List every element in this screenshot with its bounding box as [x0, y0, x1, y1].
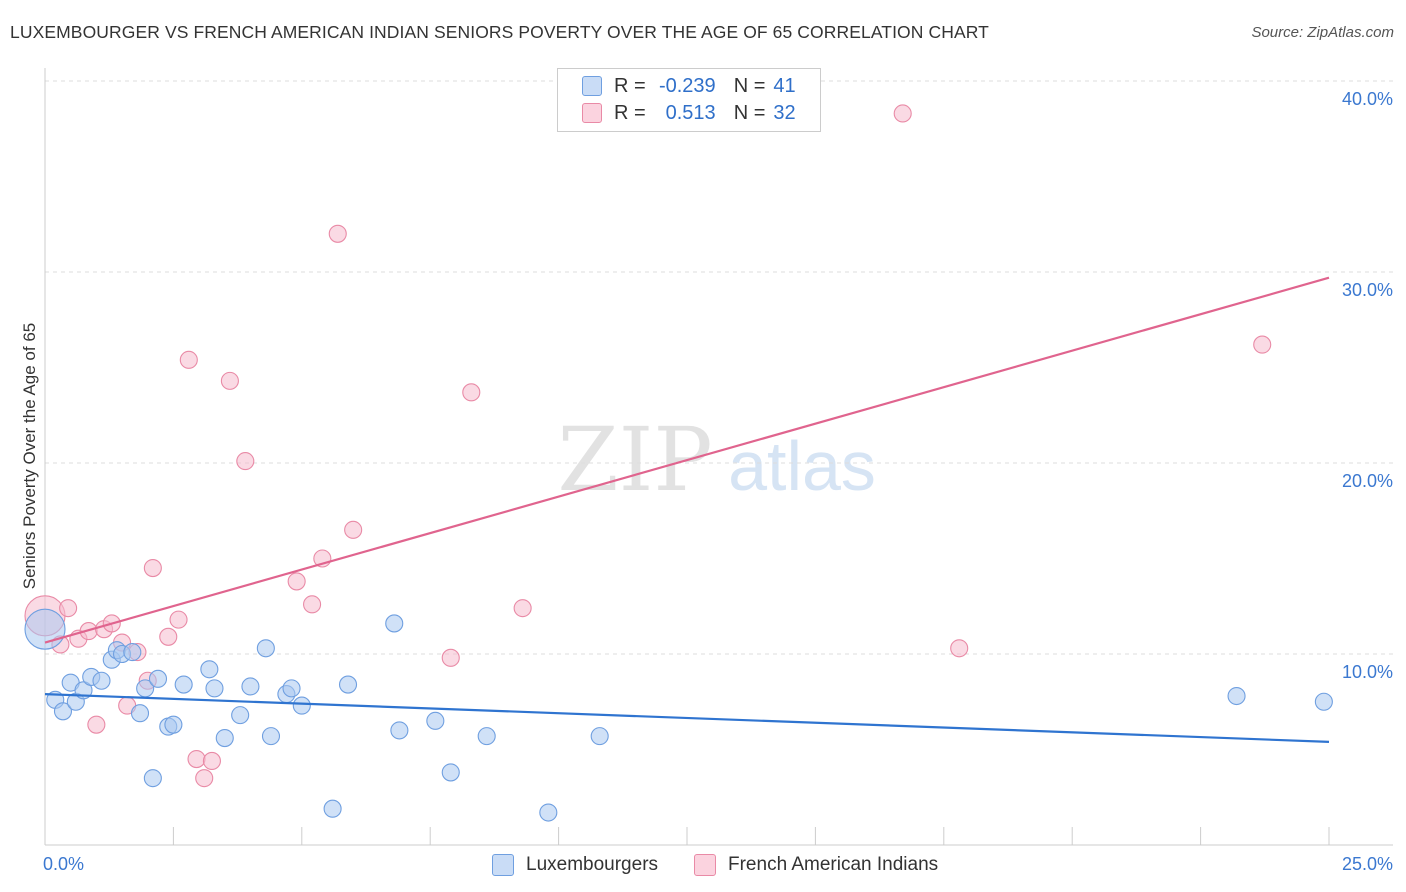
luxembourger-point [477, 727, 496, 746]
y-tick-label: 10.0% [1342, 662, 1393, 682]
y-axis-label: Seniors Poverty Over the Age of 65 [20, 322, 39, 590]
luxembourger-point [205, 679, 224, 698]
french-american-indian-point [195, 769, 214, 788]
french-american-indian-point [328, 224, 347, 243]
french-american-indian-point [202, 751, 221, 771]
french-american-indian-point [1253, 335, 1272, 354]
french-american-indian-point [220, 371, 239, 390]
legend-r-value: 0.513 [665, 101, 716, 124]
axes [44, 68, 1393, 846]
luxembourger-point [92, 671, 111, 690]
legend-swatch-blue [582, 76, 602, 96]
chart-title: LUXEMBOURGER VS FRENCH AMERICAN INDIAN S… [10, 22, 989, 42]
legend-swatch-pink [694, 854, 716, 876]
luxembourger-point [148, 669, 168, 688]
luxembourger-point [24, 608, 66, 650]
luxembourger-point [130, 704, 150, 723]
legend-r-label: R = [614, 101, 646, 124]
legend-item-french-american-indians: French American Indians [694, 852, 938, 878]
french-american-indian-point [893, 104, 912, 123]
luxembourger-point [256, 639, 275, 658]
x-tick-label: 25.0% [1342, 854, 1393, 874]
french-american-indians-trend-line [44, 276, 1330, 644]
luxembourgers-points [24, 608, 1333, 822]
french-american-indian-point [169, 610, 188, 629]
luxembourger-point [292, 696, 311, 715]
y-tick-label: 40.0% [1342, 89, 1393, 109]
luxembourger-point [200, 660, 219, 679]
luxembourger-point [323, 799, 342, 818]
french-american-indian-point [143, 558, 162, 578]
watermark-atlas: atlas [728, 427, 876, 505]
y-tick-label: 30.0% [1342, 280, 1393, 300]
legend-label-french-american-indians: French American Indians [728, 854, 939, 875]
source-label: Source: ZipAtlas.com [1251, 24, 1394, 41]
legend-r-value: -0.239 [658, 74, 716, 97]
luxembourger-point [164, 715, 183, 734]
luxembourger-point [53, 702, 73, 721]
french-american-indian-point [344, 520, 363, 539]
legend-r-label: R = [614, 74, 646, 97]
legend-row-luxembourgers: R = -0.239 N = 41 [582, 73, 796, 99]
luxembourger-point [282, 679, 301, 698]
y-tick-label: 20.0% [1342, 471, 1393, 491]
french-american-indian-point [187, 749, 206, 769]
french-american-indian-point [462, 383, 481, 402]
luxembourger-point [174, 675, 193, 694]
luxembourger-point [385, 614, 404, 633]
luxembourger-point [231, 706, 250, 725]
tick-labels: 10.0% 20.0% 30.0% 40.0% 0.0% 25.0% [43, 89, 1393, 874]
luxembourger-point [590, 727, 609, 746]
luxembourger-point [1227, 686, 1246, 706]
luxembourger-point [241, 677, 260, 696]
luxembourgers-trend-line [44, 693, 1330, 743]
luxembourger-point [143, 769, 162, 788]
french-american-indian-point [236, 452, 255, 471]
correlation-legend: R = -0.239 N = 41 R = 0.513 N = 32 [557, 68, 821, 132]
luxembourger-point [338, 675, 358, 694]
gridlines [45, 80, 1393, 655]
legend-n-label: N = [733, 101, 766, 124]
legend-swatch-pink [582, 103, 602, 123]
legend-n-label: N = [733, 74, 766, 97]
french-american-indian-point [87, 715, 106, 734]
luxembourger-point [123, 643, 142, 662]
luxembourger-point [1314, 692, 1333, 711]
french-american-indian-point [159, 627, 178, 646]
french-american-indian-point [441, 648, 460, 667]
luxembourger-point [539, 803, 558, 822]
luxembourger-point [215, 728, 234, 748]
french-american-indian-point [513, 599, 532, 618]
french-american-indian-point [950, 639, 969, 658]
french-american-indian-point [287, 572, 306, 591]
x-tick-label: 0.0% [43, 854, 84, 874]
luxembourger-point [261, 727, 281, 746]
legend-row-french-american-indians: R = 0.513 N = 32 [582, 100, 796, 126]
french-american-indian-point [59, 599, 78, 618]
luxembourger-point [426, 711, 445, 730]
legend-item-luxembourgers: Luxembourgers [492, 852, 658, 878]
french-american-indian-point [179, 350, 198, 369]
legend-swatch-blue [492, 854, 514, 876]
legend-n-value: 32 [773, 101, 796, 124]
luxembourger-point [441, 763, 460, 782]
french-american-indian-point [303, 595, 322, 614]
legend-label-luxembourgers: Luxembourgers [526, 854, 659, 875]
watermark: ZIP atlas [557, 408, 876, 511]
legend-n-value: 41 [773, 74, 796, 97]
luxembourger-point [390, 721, 409, 740]
trend-lines [44, 276, 1330, 743]
